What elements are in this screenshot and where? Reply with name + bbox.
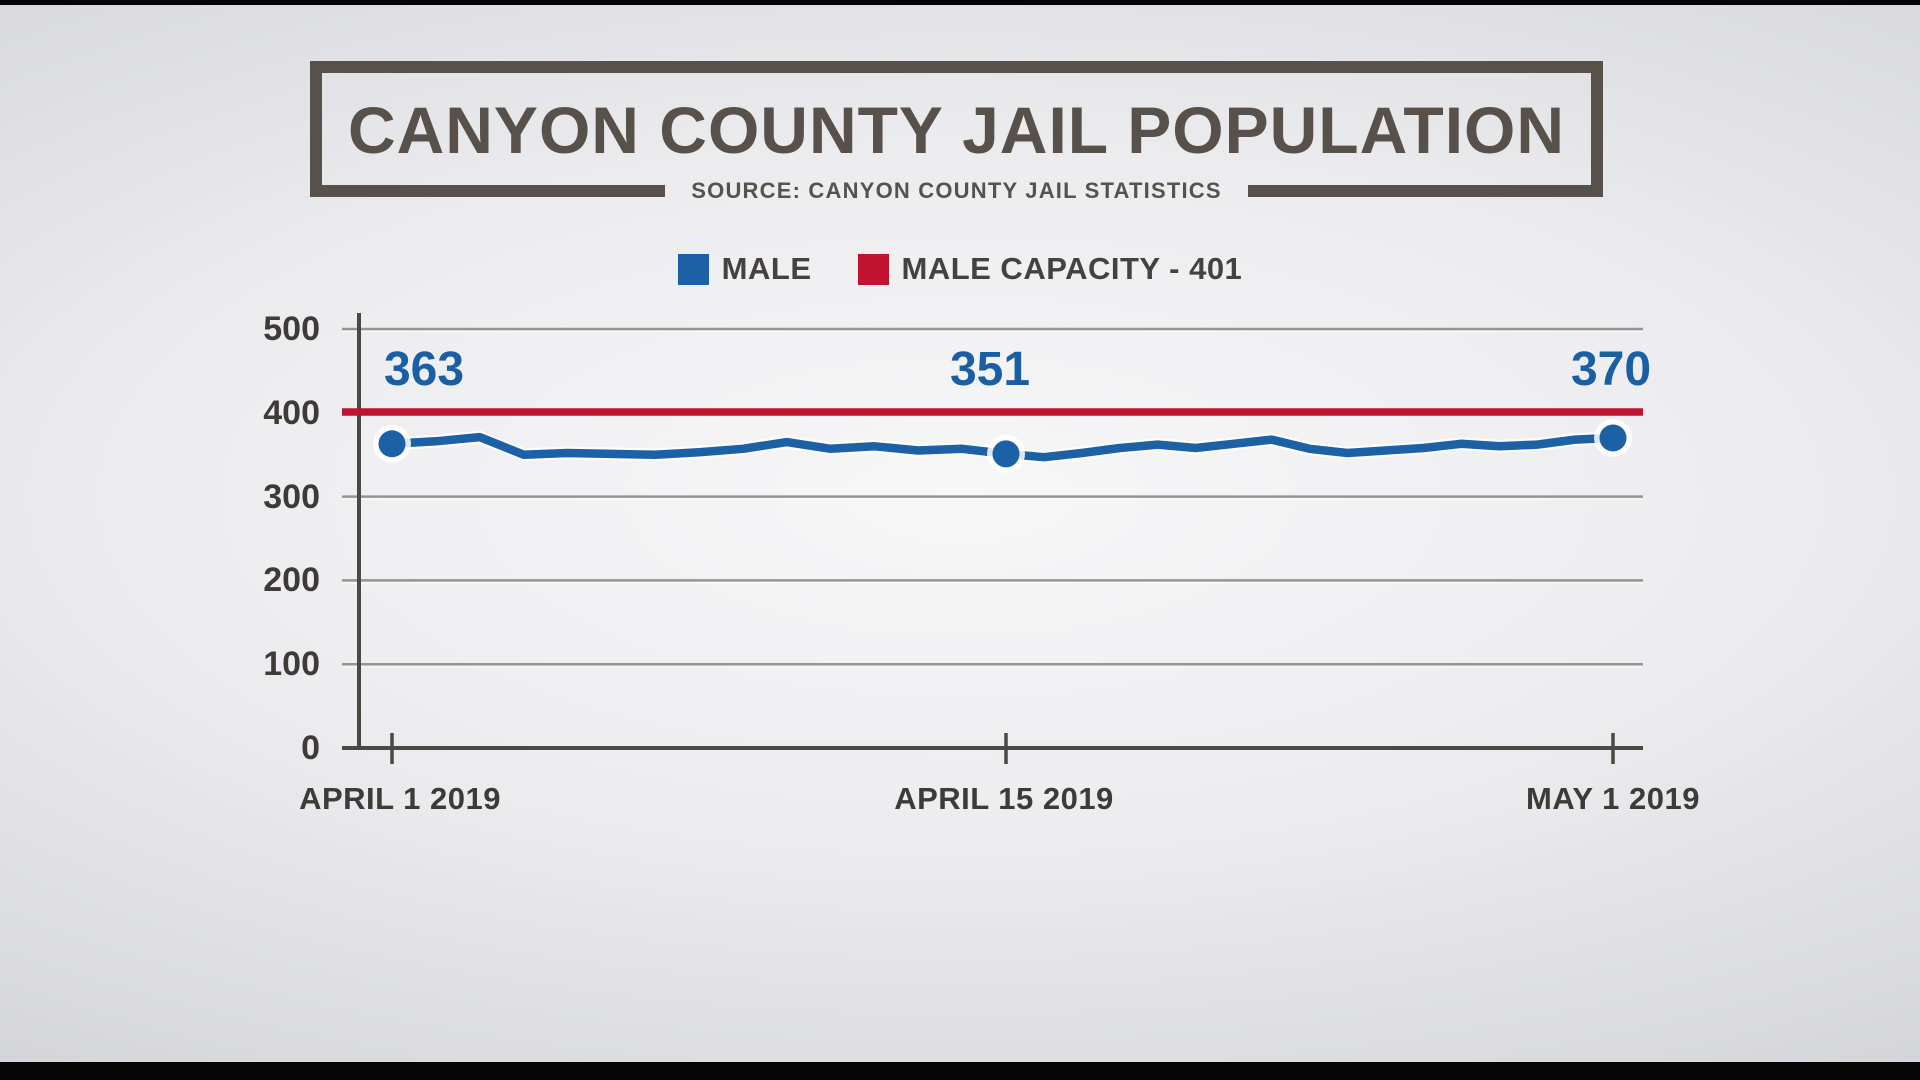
- legend-item-male: MALE: [677, 251, 812, 287]
- y-tick-label: 300: [263, 477, 320, 516]
- x-tick-label: MAY 1 2019: [1526, 781, 1700, 816]
- letterbox-bottom-bar: [0, 1062, 1920, 1080]
- data-point-label: 370: [1570, 343, 1652, 396]
- y-tick-label: 200: [263, 561, 320, 600]
- legend: MALE MALE CAPACITY - 401: [0, 251, 1920, 287]
- page-title: CANYON COUNTY JAIL POPULATION: [347, 93, 1566, 167]
- x-tick-label: APRIL 15 2019: [894, 781, 1114, 816]
- source-label: SOURCE: CANYON COUNTY JAIL STATISTICS: [691, 178, 1222, 203]
- male-capacity-swatch-icon: [857, 253, 889, 285]
- letterbox-top-bar: [0, 0, 1920, 5]
- y-tick-label: 400: [263, 393, 320, 432]
- y-tick-label: 0: [301, 729, 320, 767]
- title-border-segment-right: [1247, 185, 1604, 197]
- data-point-label: 363: [383, 343, 465, 396]
- male-series-swatch-icon: [677, 253, 709, 285]
- x-tick-label: APRIL 1 2019: [299, 781, 501, 816]
- legend-label-male-capacity: MALE CAPACITY - 401: [901, 251, 1243, 286]
- legend-item-male-capacity: MALE CAPACITY - 401: [857, 251, 1243, 287]
- title-border-segment-left: [310, 185, 666, 197]
- y-tick-label: 500: [263, 310, 320, 348]
- title-box-bottom-border: SOURCE: CANYON COUNTY JAIL STATISTICS: [310, 178, 1604, 203]
- y-tick-label: 100: [263, 645, 320, 684]
- legend-label-male: MALE: [721, 251, 812, 286]
- data-point-label: 351: [949, 343, 1031, 396]
- title-box: CANYON COUNTY JAIL POPULATION SOURCE: CA…: [310, 61, 1604, 203]
